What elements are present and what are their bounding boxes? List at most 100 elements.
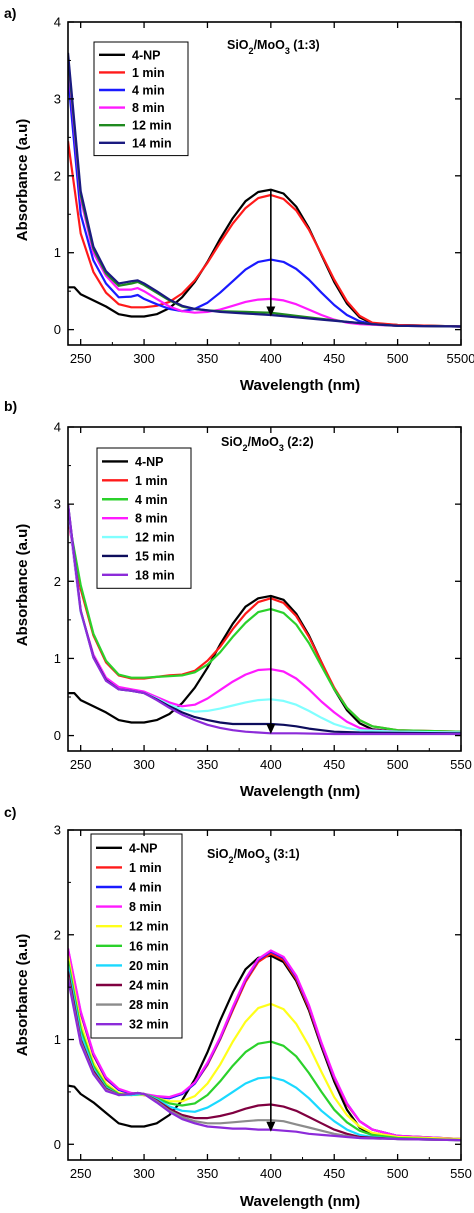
annotation-text-2: /MoO	[234, 847, 266, 861]
legend-label: 4-NP	[132, 48, 160, 62]
legend-label: 14 min	[132, 136, 172, 150]
x-tick-label: 300	[133, 351, 155, 366]
legend-label: 8 min	[129, 900, 162, 914]
annotation-text-1: SiO	[221, 435, 243, 449]
plot-frame	[67, 829, 462, 1161]
annotation-subscript-1: 2	[243, 443, 248, 453]
y-tick-label: 2	[54, 574, 61, 589]
panel-b: b) Absorbance (a.u) Wavelength (nm) SiO2…	[4, 398, 472, 800]
series-line-0	[68, 954, 461, 1142]
legend-label: 12 min	[135, 531, 175, 545]
series-line-0	[68, 594, 461, 734]
annotation-subscript-1: 2	[249, 46, 254, 56]
y-tick-label: 4	[54, 420, 61, 435]
x-tick-label: 500	[387, 757, 409, 772]
x-tick-label: 500	[387, 1166, 409, 1181]
legend-label: 4-NP	[135, 455, 163, 469]
series-line-3	[68, 948, 461, 1141]
series-line-9	[68, 978, 461, 1142]
x-tick-label: 300	[133, 1166, 155, 1181]
legend-label: 12 min	[132, 119, 172, 133]
x-tick-label: 450	[323, 757, 345, 772]
x-tick-label: 350	[197, 757, 219, 772]
x-tick-label: 500	[387, 351, 409, 366]
annotation-text-1: SiO	[227, 38, 249, 52]
legend-label: 1 min	[135, 474, 168, 488]
x-tick-label: 5500	[447, 351, 474, 366]
x-tick-label: 350	[197, 1166, 219, 1181]
series-group	[68, 948, 461, 1142]
x-axis-label: Wavelength (nm)	[240, 1193, 360, 1210]
annotation-text-1: SiO	[207, 847, 229, 861]
y-tick-label: 2	[54, 927, 61, 942]
annotation-text-3: (3:1)	[270, 847, 300, 861]
legend-label: 32 min	[129, 1018, 169, 1032]
series-line-1	[68, 141, 461, 328]
annotation-text-2: /MoO	[254, 38, 286, 52]
y-tick-label: 2	[54, 168, 61, 183]
legend-label: 8 min	[135, 512, 168, 526]
legend-label: 4 min	[135, 493, 168, 507]
x-axis-label: Wavelength (nm)	[240, 377, 360, 394]
legend-label: 18 min	[135, 568, 175, 582]
plot-frame	[67, 426, 462, 752]
series-line-2	[68, 515, 461, 733]
x-tick-label: 550	[450, 757, 472, 772]
condition-annotation: SiO2/MoO3 (1:3)	[227, 38, 320, 56]
x-tick-label: 350	[197, 351, 219, 366]
legend-box	[93, 41, 189, 157]
y-tick-label: 0	[54, 1137, 61, 1152]
panel-a: a) Absorbance (a.u) Wavelength (nm) SiO2…	[4, 5, 474, 394]
legend-label: 1 min	[132, 66, 165, 80]
plot-frame	[67, 21, 462, 346]
series-line-3	[68, 511, 461, 734]
panel-label: c)	[4, 804, 16, 820]
annotation-text-2: /MoO	[248, 435, 280, 449]
annotation-subscript-2: 3	[265, 855, 270, 865]
x-axis-label: Wavelength (nm)	[240, 783, 360, 800]
y-axis-label: Absorbance (a.u)	[14, 119, 31, 242]
legend-label: 20 min	[129, 959, 169, 973]
y-tick-label: 3	[54, 91, 61, 106]
legend-label: 1 min	[129, 861, 162, 875]
decay-arrow-head	[266, 1121, 276, 1132]
x-tick-label: 450	[323, 1166, 345, 1181]
legend-label: 16 min	[129, 939, 169, 953]
x-tick-label: 400	[260, 1166, 282, 1181]
y-tick-label: 3	[54, 823, 61, 838]
x-tick-label: 450	[323, 351, 345, 366]
legend-label: 4 min	[132, 84, 165, 98]
y-axis-label: Absorbance (a.u)	[14, 934, 31, 1057]
legend: 4-NP 1 min 4 min 8 min 12 min 14 min	[93, 41, 189, 157]
y-tick-label: 1	[54, 245, 61, 260]
series-line-0	[68, 188, 461, 328]
series-group	[68, 52, 461, 328]
panel-label: a)	[4, 5, 16, 21]
series-line-2	[68, 75, 461, 328]
annotation-subscript-2: 3	[279, 443, 284, 453]
y-axis-label: Absorbance (a.u)	[14, 524, 31, 647]
legend-label: 15 min	[135, 549, 175, 563]
condition-annotation: SiO2/MoO3 (2:2)	[221, 435, 314, 453]
annotation-subscript-1: 2	[229, 855, 234, 865]
series-line-5	[68, 52, 461, 328]
x-tick-label: 550	[450, 1166, 472, 1181]
x-tick-label: 300	[133, 757, 155, 772]
x-tick-label: 400	[260, 351, 282, 366]
legend: 4-NP 1 min 4 min 8 min 12 min 15 min 18 min	[96, 447, 192, 589]
series-line-6	[68, 503, 461, 736]
legend-label: 24 min	[129, 979, 169, 993]
legend-label: 28 min	[129, 998, 169, 1012]
y-tick-label: 3	[54, 497, 61, 512]
annotation-text-3: (1:3)	[290, 38, 320, 52]
series-group	[68, 503, 461, 736]
legend-label: 8 min	[132, 101, 165, 115]
decay-arrow-head	[266, 306, 276, 317]
y-tick-label: 1	[54, 651, 61, 666]
legend-label: 4 min	[129, 881, 162, 895]
decay-arrow-head	[266, 724, 276, 735]
x-tick-label: 250	[70, 1166, 92, 1181]
y-tick-label: 0	[54, 728, 61, 743]
y-tick-label: 4	[54, 15, 61, 30]
